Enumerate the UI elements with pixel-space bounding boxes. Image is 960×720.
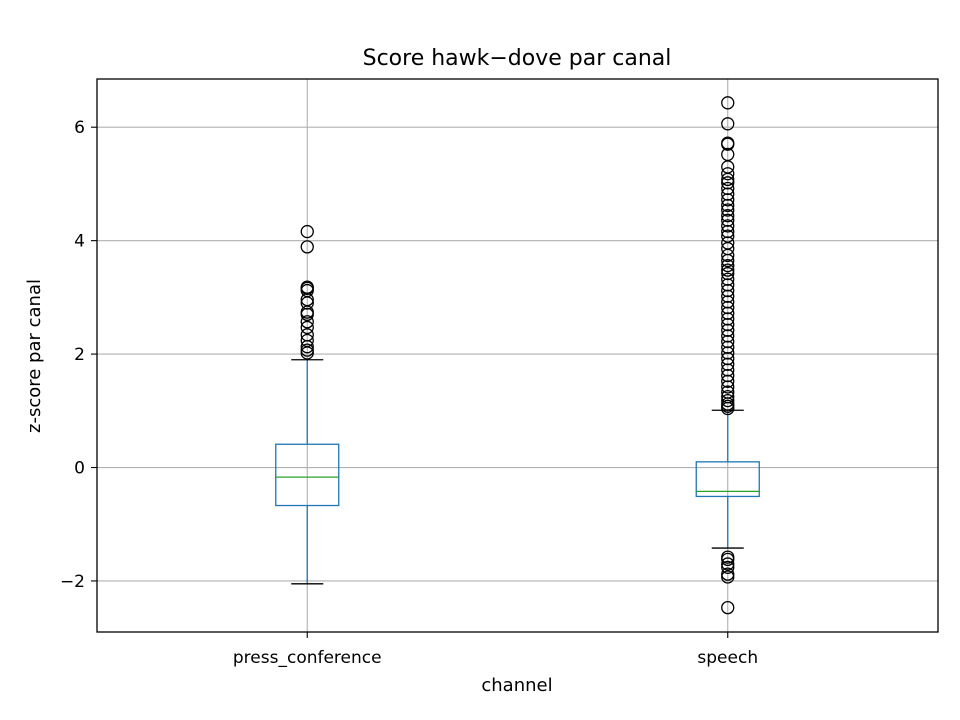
chart-title: Score hawk−dove par canal	[363, 46, 672, 71]
outlier-point	[721, 312, 735, 326]
outlier-point	[721, 300, 735, 315]
outlier-point	[721, 363, 735, 377]
outlier-point	[721, 198, 735, 213]
outlier-point	[300, 333, 314, 348]
iqr-box	[275, 443, 340, 507]
outlier-point	[721, 258, 735, 273]
outlier-point	[721, 136, 735, 150]
outlier-point	[721, 263, 735, 277]
outlier-point	[721, 600, 735, 615]
outlier-point	[721, 374, 735, 388]
outlier-point	[721, 266, 735, 281]
outlier-point	[721, 557, 735, 571]
outlier-point	[721, 317, 735, 332]
outlier-point	[721, 295, 735, 309]
outlier-point	[721, 236, 735, 250]
iqr-box	[695, 461, 760, 498]
outlier-point	[721, 550, 735, 564]
outlier-point	[721, 389, 735, 404]
y-tick-label: 4	[74, 232, 85, 252]
outlier-point	[721, 323, 735, 337]
y-tick-label: 2	[74, 345, 85, 365]
outlier-point	[721, 289, 735, 303]
outlier-point	[721, 213, 735, 227]
outlier-point	[300, 224, 314, 239]
box-press-conference	[275, 224, 340, 585]
outlier-point	[721, 96, 735, 110]
outlier-point	[721, 229, 735, 243]
outlier-point	[721, 351, 735, 366]
outlier-point	[300, 343, 314, 357]
x-axis-label: channel	[481, 675, 552, 696]
y-axis-label: z-score par canal	[24, 279, 45, 433]
outlier-point	[721, 219, 735, 233]
outlier-point	[300, 328, 314, 342]
outlier-point	[721, 272, 735, 286]
outlier-point	[721, 346, 735, 360]
outlier-point	[721, 380, 735, 394]
outlier-point	[721, 176, 735, 190]
y-tick-label: −2	[60, 572, 85, 592]
outlier-point	[721, 278, 735, 292]
outlier-point	[721, 385, 735, 399]
box-speech	[695, 96, 760, 615]
outlier-point	[721, 181, 735, 196]
outlier-point	[721, 209, 735, 223]
outlier-point	[721, 306, 735, 320]
x-tick-label: press_conference	[233, 648, 382, 668]
boxes	[275, 96, 760, 615]
y-tick-label: 6	[74, 118, 85, 138]
outlier-point	[721, 167, 735, 181]
outlier-point	[721, 393, 735, 408]
x-tick-label: speech	[697, 648, 758, 668]
outlier-point	[721, 357, 735, 371]
plot-frame	[96, 78, 939, 633]
grid-lines	[97, 79, 938, 632]
outlier-point	[721, 193, 735, 207]
outlier-point	[721, 334, 735, 349]
outlier-point	[721, 224, 735, 239]
y-tick-label: 0	[74, 459, 85, 479]
outlier-point	[721, 117, 735, 131]
outlier-point	[300, 320, 314, 335]
outlier-point	[721, 560, 735, 574]
outlier-point	[721, 283, 735, 298]
outlier-point	[721, 203, 735, 217]
axis-ticks: −2 0 2 4 6 press_conference speech	[60, 118, 758, 668]
outlier-point	[721, 567, 735, 581]
outlier-point	[721, 329, 735, 343]
outlier-point	[300, 280, 314, 294]
outlier-point	[721, 340, 735, 354]
outlier-point	[721, 368, 735, 383]
outlier-point	[721, 187, 735, 201]
outlier-point	[721, 147, 735, 162]
outlier-point	[300, 240, 314, 254]
outlier-point	[300, 315, 314, 329]
